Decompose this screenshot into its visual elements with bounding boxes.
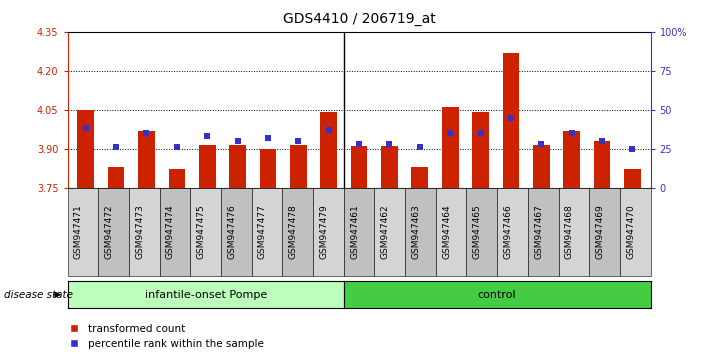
Text: GSM947472: GSM947472 xyxy=(105,205,114,259)
Text: GSM947468: GSM947468 xyxy=(565,205,574,259)
Text: GDS4410 / 206719_at: GDS4410 / 206719_at xyxy=(283,12,435,27)
Text: GSM947473: GSM947473 xyxy=(135,205,144,259)
Bar xyxy=(533,145,550,188)
Bar xyxy=(108,167,124,188)
Text: GSM947477: GSM947477 xyxy=(258,205,267,259)
Bar xyxy=(412,167,428,188)
Text: GSM947461: GSM947461 xyxy=(350,205,359,259)
Bar xyxy=(472,112,489,188)
Bar xyxy=(594,141,610,188)
Text: disease state: disease state xyxy=(4,290,73,300)
Text: control: control xyxy=(478,290,516,300)
Bar xyxy=(624,170,641,188)
Text: GSM947463: GSM947463 xyxy=(412,205,420,259)
Text: GSM947476: GSM947476 xyxy=(228,205,236,259)
Bar xyxy=(77,110,94,188)
Bar xyxy=(503,53,519,188)
Bar xyxy=(169,170,185,188)
Bar xyxy=(381,146,397,188)
Text: GSM947474: GSM947474 xyxy=(166,205,175,259)
Legend: transformed count, percentile rank within the sample: transformed count, percentile rank withi… xyxy=(69,324,264,349)
Bar xyxy=(442,107,459,188)
Bar xyxy=(351,146,368,188)
Text: GSM947471: GSM947471 xyxy=(74,205,83,259)
Text: GSM947475: GSM947475 xyxy=(197,205,205,259)
Text: GSM947462: GSM947462 xyxy=(380,205,390,259)
Text: GSM947470: GSM947470 xyxy=(626,205,635,259)
Bar xyxy=(138,131,155,188)
Text: GSM947469: GSM947469 xyxy=(596,205,604,259)
Text: infantile-onset Pompe: infantile-onset Pompe xyxy=(144,290,267,300)
Bar xyxy=(199,145,215,188)
Bar xyxy=(229,145,246,188)
Bar xyxy=(290,145,306,188)
Text: GSM947467: GSM947467 xyxy=(534,205,543,259)
Text: GSM947466: GSM947466 xyxy=(503,205,513,259)
Bar xyxy=(260,149,277,188)
Text: GSM947464: GSM947464 xyxy=(442,205,451,259)
Bar xyxy=(321,112,337,188)
Text: GSM947478: GSM947478 xyxy=(289,205,298,259)
Text: GSM947465: GSM947465 xyxy=(473,205,482,259)
Bar xyxy=(563,131,580,188)
Text: GSM947479: GSM947479 xyxy=(319,205,328,259)
